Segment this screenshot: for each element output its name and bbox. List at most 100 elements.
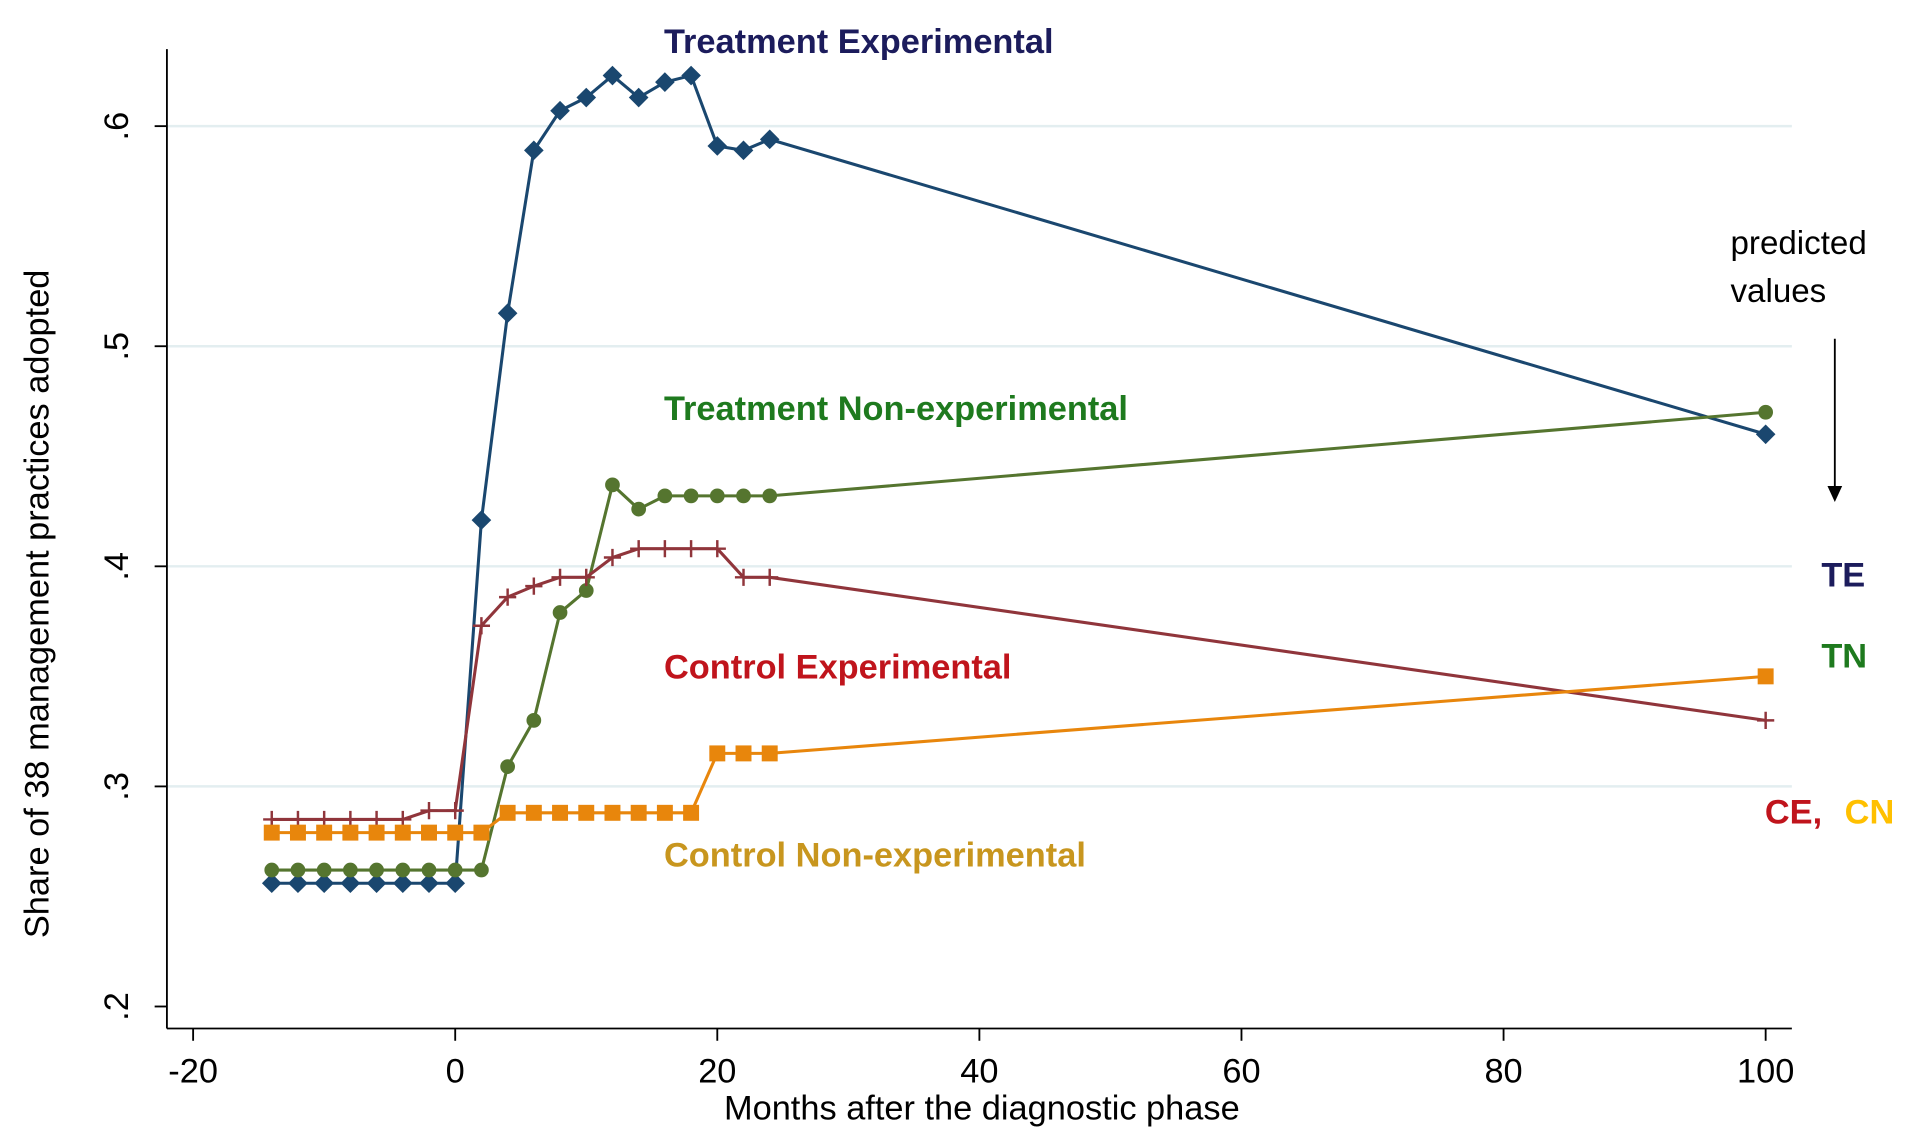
series-label: Control Non-experimental: [664, 836, 1086, 874]
marker: [551, 568, 569, 586]
grid: [166, 124, 1792, 788]
marker: [261, 873, 282, 894]
x-tick-label: 40: [960, 1053, 998, 1091]
marker: [421, 862, 437, 878]
marker: [733, 140, 754, 161]
marker: [368, 824, 385, 841]
marker: [552, 605, 568, 620]
marker: [366, 873, 387, 894]
marker: [316, 862, 332, 878]
marker: [369, 862, 384, 878]
marker: [1758, 404, 1774, 420]
marker: [603, 548, 622, 567]
annotation: predicted: [1730, 225, 1866, 262]
marker: [630, 804, 647, 821]
annotation: CE,: [1765, 794, 1822, 832]
series-label: Control Experimental: [664, 649, 1011, 687]
marker: [735, 745, 752, 762]
marker: [473, 824, 490, 841]
marker: [628, 87, 649, 108]
x-tick-label: 60: [1222, 1053, 1260, 1091]
marker: [316, 824, 333, 841]
marker: [631, 501, 647, 517]
annotation: CN: [1845, 794, 1895, 832]
x-tick-label: 100: [1737, 1053, 1794, 1091]
marker: [524, 140, 544, 161]
marker: [604, 804, 621, 821]
marker: [709, 745, 726, 762]
marker: [447, 824, 464, 841]
x-tick-label: 20: [698, 1053, 736, 1091]
marker: [497, 303, 518, 324]
marker: [499, 804, 516, 821]
marker: [605, 477, 620, 493]
marker: [264, 862, 280, 878]
marker: [446, 802, 464, 820]
marker: [708, 540, 726, 558]
marker: [550, 100, 570, 121]
y-tick-label: .4: [98, 552, 136, 581]
marker: [577, 568, 595, 586]
y-tick-label: .5: [98, 332, 136, 361]
series-line: [271, 547, 1766, 821]
marker: [681, 65, 701, 86]
marker: [500, 759, 515, 774]
marker: [1755, 424, 1776, 445]
marker: [525, 577, 543, 595]
marker: [656, 540, 674, 558]
marker: [499, 588, 517, 606]
marker: [682, 540, 700, 558]
arrow-head: [1827, 486, 1843, 502]
marker: [395, 862, 411, 878]
x-tick-label: 0: [446, 1053, 465, 1091]
y-tick-label: .2: [98, 992, 136, 1021]
marker: [552, 804, 569, 821]
marker: [343, 862, 358, 878]
marker: [288, 873, 308, 894]
marker: [762, 488, 778, 504]
marker: [474, 862, 489, 878]
marker: [1757, 711, 1775, 729]
series-line: [271, 410, 1766, 872]
marker: [447, 862, 463, 878]
marker: [657, 488, 673, 504]
marker: [656, 804, 673, 821]
marker: [655, 72, 675, 92]
marker: [394, 824, 411, 841]
marker: [683, 488, 699, 504]
marker: [526, 713, 542, 728]
marker: [290, 862, 306, 878]
marker: [602, 65, 623, 86]
marker: [707, 136, 728, 156]
plot: [261, 65, 1776, 894]
marker: [472, 617, 491, 635]
x-tick-label: -20: [168, 1053, 218, 1091]
marker: [471, 510, 492, 530]
marker: [578, 804, 595, 821]
marker: [342, 824, 359, 841]
series-line: [271, 73, 1767, 885]
marker: [421, 824, 437, 841]
series-label: Treatment Non-experimental: [664, 390, 1128, 428]
marker: [340, 873, 361, 894]
marker: [392, 873, 413, 894]
marker: [759, 129, 780, 150]
marker: [734, 568, 753, 586]
x-tick-label: 80: [1484, 1053, 1522, 1091]
marker: [289, 824, 306, 841]
marker: [525, 804, 542, 821]
marker: [445, 873, 466, 894]
marker: [736, 488, 751, 504]
marker: [630, 540, 648, 558]
annotation: TN: [1821, 638, 1867, 676]
y-axis-label: Share of 38 management practices adopted: [18, 270, 56, 939]
y-tick-label: .6: [98, 112, 136, 141]
series-label: Treatment Experimental: [664, 23, 1054, 61]
marker: [761, 568, 779, 586]
marker: [1757, 668, 1774, 685]
marker: [578, 583, 594, 598]
marker: [314, 873, 334, 894]
marker: [709, 488, 725, 504]
annotation: TE: [1821, 557, 1865, 595]
